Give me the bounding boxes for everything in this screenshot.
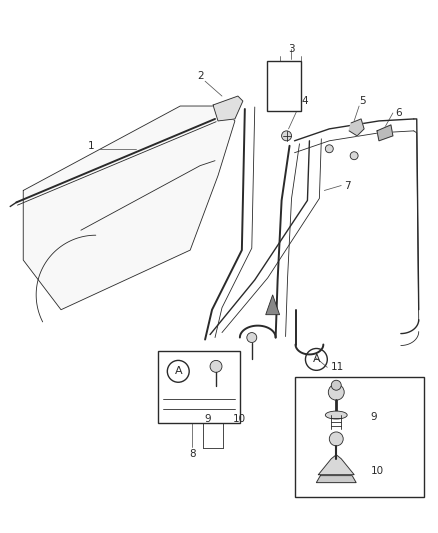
Text: 11: 11 (331, 362, 344, 373)
Text: 9: 9 (205, 414, 212, 424)
Text: 7: 7 (344, 181, 350, 190)
FancyBboxPatch shape (159, 351, 240, 423)
Circle shape (329, 432, 343, 446)
Text: 1: 1 (88, 141, 94, 151)
Circle shape (247, 333, 257, 343)
FancyBboxPatch shape (267, 61, 301, 111)
Text: 6: 6 (396, 108, 402, 118)
Circle shape (328, 384, 344, 400)
Polygon shape (377, 125, 393, 141)
Text: A: A (174, 366, 182, 376)
Circle shape (331, 380, 341, 390)
Polygon shape (213, 96, 243, 121)
Text: 3: 3 (288, 44, 295, 54)
Text: 9: 9 (371, 412, 377, 422)
Polygon shape (316, 475, 356, 482)
FancyBboxPatch shape (294, 377, 424, 497)
Polygon shape (318, 455, 354, 475)
Circle shape (210, 360, 222, 373)
Ellipse shape (325, 411, 347, 419)
Circle shape (282, 131, 292, 141)
Circle shape (325, 145, 333, 153)
Text: 10: 10 (233, 414, 247, 424)
Polygon shape (349, 119, 364, 136)
Text: 2: 2 (197, 71, 203, 81)
Text: 4: 4 (301, 96, 308, 106)
Text: 10: 10 (371, 466, 384, 475)
Text: 8: 8 (189, 449, 195, 459)
Polygon shape (266, 295, 279, 314)
Circle shape (350, 152, 358, 160)
Text: 5: 5 (359, 96, 365, 106)
Text: A: A (313, 354, 320, 365)
Polygon shape (23, 106, 235, 310)
